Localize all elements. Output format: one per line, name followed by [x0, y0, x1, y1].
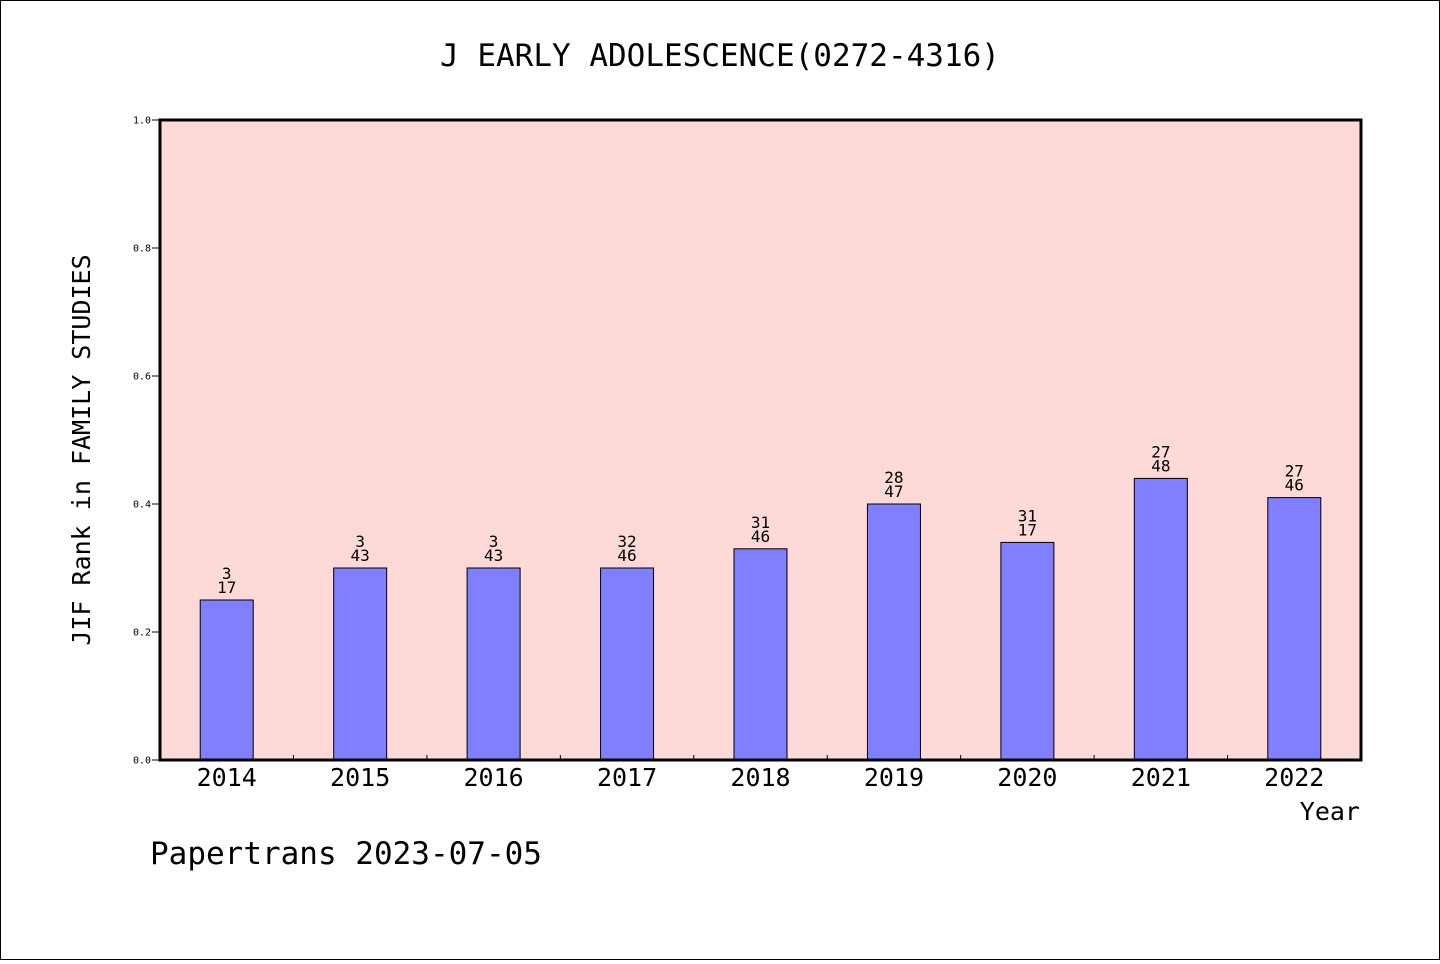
- x-axis-label: Year: [1300, 797, 1360, 826]
- bar: [1133, 477, 1188, 761]
- bar: [600, 567, 655, 761]
- y-tick-label: 0.0: [133, 756, 151, 767]
- bar: [733, 548, 788, 761]
- x-tick-label: 2016: [464, 763, 524, 792]
- x-tick-label: 2019: [864, 763, 924, 792]
- bar-label-total: 43: [351, 546, 370, 565]
- bar: [1267, 497, 1322, 761]
- chart-title: J EARLY ADOLESCENCE(0272-4316): [440, 38, 1000, 74]
- bar-label-rank: 31: [1018, 506, 1037, 525]
- bar-label-rank: 32: [617, 532, 636, 551]
- bar-label-rank: 3: [489, 532, 499, 551]
- bar-label-rank: 31: [751, 513, 770, 532]
- bar-label-total: 46: [1285, 476, 1304, 495]
- x-tick-label: 2014: [197, 763, 257, 792]
- x-axis-ticks: 2014 2015 2016 2017 2018 2019 2020 2021 2022: [197, 755, 1324, 792]
- bar-label-rank: 3: [355, 532, 365, 551]
- y-tick-label: 0.8: [133, 244, 151, 255]
- x-tick-label: 2020: [997, 763, 1057, 792]
- bar-label-total: 43: [484, 546, 503, 565]
- x-tick-label: 2017: [597, 763, 657, 792]
- x-tick-label: 2021: [1131, 763, 1191, 792]
- plot-frame: [158, 118, 1363, 762]
- bar-label-rank: 28: [884, 468, 903, 487]
- footer-text: Papertrans 2023-07-05: [150, 836, 542, 872]
- bar: [866, 503, 921, 761]
- x-tick-label: 2022: [1264, 763, 1324, 792]
- y-tick-label: 0.4: [133, 500, 151, 511]
- y-tick-label: 0.6: [133, 372, 151, 383]
- bar-label-total: 46: [617, 546, 636, 565]
- x-tick-label: 2018: [730, 763, 790, 792]
- bar-label-total: 47: [884, 482, 903, 501]
- y-tick-label: 1.0: [133, 116, 151, 127]
- bar: [333, 567, 388, 761]
- bar-label-rank: 27: [1285, 462, 1304, 481]
- bar-label-total: 17: [217, 578, 236, 597]
- bar-label-total: 46: [751, 527, 770, 546]
- bar-label-rank: 3: [222, 564, 232, 583]
- bar: [199, 599, 254, 761]
- y-tick-label: 0.2: [133, 628, 151, 639]
- bar: [466, 567, 521, 761]
- x-tick-label: 2015: [330, 763, 390, 792]
- bar-label-total: 48: [1151, 456, 1170, 475]
- bar-label-total: 17: [1018, 520, 1037, 539]
- bar: [1000, 541, 1055, 761]
- bar-label-rank: 27: [1151, 442, 1170, 461]
- y-axis-label: JIF Rank in FAMILY STUDIES: [67, 254, 96, 645]
